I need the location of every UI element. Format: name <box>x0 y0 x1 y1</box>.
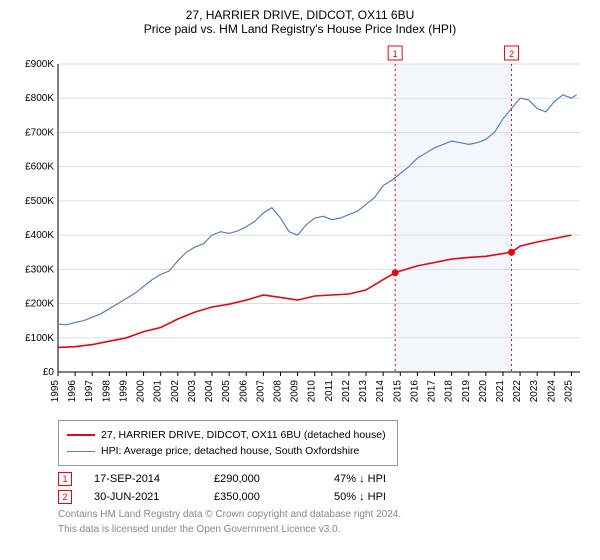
marker-price: £350,000 <box>214 491 334 503</box>
legend-item: 27, HARRIER DRIVE, DIDCOT, OX11 6BU (det… <box>67 427 389 443</box>
svg-text:1995: 1995 <box>50 380 61 403</box>
legend-swatch <box>67 451 95 452</box>
svg-text:2020: 2020 <box>478 380 489 403</box>
svg-text:2000: 2000 <box>136 380 147 403</box>
marker-pct: 50% ↓ HPI <box>334 491 454 503</box>
svg-text:£900K: £900K <box>25 59 54 70</box>
marker-pct: 47% ↓ HPI <box>334 473 454 485</box>
svg-text:£0: £0 <box>43 367 55 378</box>
svg-text:1997: 1997 <box>84 380 95 403</box>
attribution-line1: Contains HM Land Registry data © Crown c… <box>58 508 588 521</box>
svg-text:2005: 2005 <box>221 380 232 403</box>
svg-text:1996: 1996 <box>67 380 78 403</box>
svg-text:1999: 1999 <box>118 380 129 403</box>
svg-text:2004: 2004 <box>204 380 215 403</box>
svg-text:2012: 2012 <box>341 380 352 403</box>
svg-text:£300K: £300K <box>25 264 54 275</box>
svg-text:2018: 2018 <box>444 380 455 403</box>
marker-date: 30-JUN-2021 <box>94 491 214 503</box>
svg-text:2016: 2016 <box>409 380 420 403</box>
chart-title-line2: Price paid vs. HM Land Registry's House … <box>12 22 588 36</box>
marker-row: 2 30-JUN-2021£350,00050% ↓ HPI <box>58 490 588 504</box>
svg-text:2001: 2001 <box>153 380 164 403</box>
svg-text:1: 1 <box>393 49 398 59</box>
svg-text:2015: 2015 <box>392 380 403 403</box>
event-marker-table: 1 17-SEP-2014£290,00047% ↓ HPI 2 30-JUN-202… <box>58 472 588 504</box>
svg-text:£700K: £700K <box>25 127 54 138</box>
svg-text:2010: 2010 <box>307 380 318 403</box>
legend-item: HPI: Average price, detached house, Sout… <box>67 443 389 459</box>
legend: 27, HARRIER DRIVE, DIDCOT, OX11 6BU (det… <box>58 420 398 466</box>
svg-text:2011: 2011 <box>324 380 335 402</box>
legend-label: 27, HARRIER DRIVE, DIDCOT, OX11 6BU (det… <box>101 427 386 443</box>
svg-text:2006: 2006 <box>238 380 249 403</box>
svg-text:1998: 1998 <box>101 380 112 403</box>
svg-text:2017: 2017 <box>427 380 438 403</box>
svg-text:2021: 2021 <box>495 380 506 403</box>
svg-text:£400K: £400K <box>25 230 54 241</box>
svg-text:2009: 2009 <box>290 380 301 403</box>
svg-text:2008: 2008 <box>272 380 283 403</box>
svg-text:£200K: £200K <box>25 299 54 310</box>
plot-svg: £0 £100K £200K £300K £400K £500K £600K £700K £80… <box>12 44 588 414</box>
marker-row: 1 17-SEP-2014£290,00047% ↓ HPI <box>58 472 588 486</box>
svg-text:2019: 2019 <box>461 380 472 403</box>
attribution-line2: This data is licensed under the Open Gov… <box>58 523 588 536</box>
marker-badge: 1 <box>58 472 72 486</box>
svg-text:2: 2 <box>509 49 514 59</box>
legend-label: HPI: Average price, detached house, Sout… <box>101 443 359 459</box>
svg-text:2024: 2024 <box>546 380 557 403</box>
svg-text:£600K: £600K <box>25 162 54 173</box>
svg-text:2002: 2002 <box>170 380 181 403</box>
svg-text:£800K: £800K <box>25 93 54 104</box>
svg-text:2023: 2023 <box>529 380 540 403</box>
marker-price: £290,000 <box>214 473 334 485</box>
svg-text:2025: 2025 <box>563 380 574 403</box>
marker-date: 17-SEP-2014 <box>94 473 214 485</box>
svg-text:2014: 2014 <box>375 380 386 403</box>
chart-container: 27, HARRIER DRIVE, DIDCOT, OX11 6BU Pric… <box>0 0 600 560</box>
marker-badge: 2 <box>58 490 72 504</box>
svg-text:2022: 2022 <box>512 380 523 403</box>
legend-swatch <box>67 434 95 436</box>
plot-area: £0 £100K £200K £300K £400K £500K £600K £700K £80… <box>12 44 588 414</box>
svg-text:2007: 2007 <box>255 380 266 403</box>
svg-text:£100K: £100K <box>25 333 54 344</box>
svg-text:2013: 2013 <box>358 380 369 403</box>
svg-text:£500K: £500K <box>25 196 54 207</box>
chart-title-line1: 27, HARRIER DRIVE, DIDCOT, OX11 6BU <box>12 8 588 22</box>
svg-text:2003: 2003 <box>187 380 198 403</box>
